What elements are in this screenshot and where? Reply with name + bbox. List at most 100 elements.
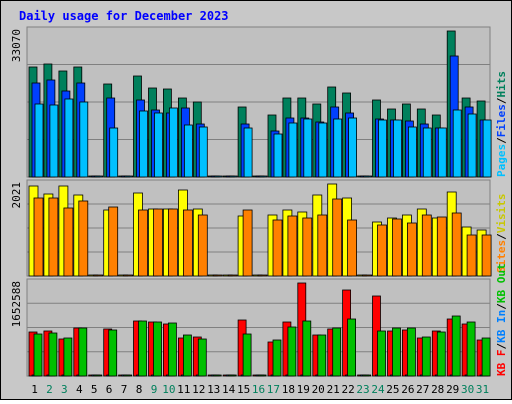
legend-bottom: KB F/KB In/KB Out	[495, 263, 508, 376]
legend-item-pages: Pages	[495, 144, 508, 177]
bar-kbout-day-19	[302, 320, 312, 377]
bar-kbout-day-31	[481, 337, 491, 377]
bar-kbout-day-23	[362, 374, 372, 377]
bar-sites-day-15	[242, 209, 253, 277]
bar-kbout-day-17	[272, 339, 282, 377]
day-label-31: 31	[476, 383, 489, 396]
day-label-12: 12	[192, 383, 205, 396]
chart-panels: 33070 2021 1652588	[10, 26, 492, 377]
bar-kbout-day-13	[212, 374, 222, 377]
bar-pages-day-18	[288, 122, 298, 178]
bar-pages-day-30	[467, 113, 477, 178]
y-axis-max-label: 1652588	[10, 281, 23, 327]
legend-item-kb-in: KB In	[495, 310, 508, 343]
chart-title: Daily usage for December 2023	[19, 9, 229, 23]
bar-pages-day-24	[378, 119, 387, 178]
bar-pages-day-5	[94, 175, 104, 178]
bar-sites-day-11	[182, 209, 193, 277]
legend-item-sites: Sites	[495, 240, 508, 273]
panel-kbf-kbin-kbout: 1652588	[10, 278, 491, 377]
bar-pages-day-10	[168, 107, 178, 178]
bar-sites-day-10	[167, 208, 178, 277]
bar-kbout-day-1	[33, 333, 43, 377]
bar-kbout-day-27	[421, 336, 431, 377]
day-label-8: 8	[136, 383, 143, 396]
bar-sites-day-8	[138, 209, 148, 277]
bar-sites-day-22	[347, 219, 358, 277]
day-label-1: 1	[31, 383, 38, 396]
bar-kbout-day-26	[406, 327, 416, 377]
bar-pages-day-31	[482, 119, 492, 178]
day-label-26: 26	[401, 383, 414, 396]
day-label-20: 20	[312, 383, 325, 396]
bar-pages-day-28	[437, 127, 447, 178]
day-label-25: 25	[386, 383, 399, 396]
y-axis-max-label: 33070	[10, 29, 23, 62]
day-label-16: 16	[252, 383, 265, 396]
bar-pages-day-21	[333, 118, 343, 178]
bar-kbout-day-16	[257, 374, 267, 377]
bar-sites-day-17	[272, 219, 283, 277]
bar-kbout-day-25	[392, 327, 401, 377]
bar-pages-day-22	[348, 117, 358, 178]
bar-pages-day-1	[34, 103, 44, 178]
bar-sites-day-14	[227, 274, 238, 277]
bar-pages-day-4	[79, 101, 89, 178]
bar-sites-day-1	[33, 197, 44, 277]
bar-kbout-day-22	[347, 318, 357, 377]
day-label-2: 2	[46, 383, 53, 396]
bar-kbout-day-9	[153, 321, 162, 377]
bar-sites-day-27	[421, 214, 432, 277]
legend-top: Pages/Files/Hits	[495, 71, 508, 177]
bar-sites-day-30	[466, 234, 477, 277]
bar-pages-day-12	[198, 126, 208, 178]
bar-sites-day-28	[436, 216, 447, 277]
bar-pages-day-3	[64, 98, 74, 178]
bar-pages-day-25	[393, 119, 402, 178]
day-label-15: 15	[237, 383, 250, 396]
legend-item-visits: Visits	[495, 194, 508, 234]
bar-sites-day-4	[78, 200, 89, 277]
bar-sites-day-18	[287, 215, 298, 277]
bar-pages-day-27	[422, 127, 432, 178]
legend-item-hits: Hits	[495, 71, 508, 98]
bar-pages-day-15	[243, 127, 253, 178]
legend-item-files: Files	[495, 104, 508, 137]
bar-kbout-day-5	[93, 374, 103, 377]
bar-sites-day-24	[377, 224, 387, 277]
bar-kbout-day-4	[78, 327, 88, 377]
bar-kbout-day-14	[227, 374, 237, 377]
bar-pages-day-23	[363, 175, 373, 178]
bar-sites-day-16	[257, 274, 268, 277]
legend-separator: /	[495, 303, 508, 310]
bar-sites-day-13	[212, 274, 223, 277]
legend-item-kb-f: KB F	[495, 350, 508, 377]
bar-pages-day-11	[183, 124, 193, 178]
bar-kbout-day-30	[466, 321, 476, 377]
day-label-14: 14	[222, 383, 236, 396]
bar-sites-day-2	[48, 197, 59, 277]
legend-separator: /	[495, 97, 508, 104]
day-label-19: 19	[297, 383, 310, 396]
bar-sites-day-25	[392, 218, 402, 277]
bar-pages-day-9	[154, 112, 163, 178]
panel-hits-files-pages: 33070	[10, 26, 492, 178]
bar-kbout-day-15	[242, 333, 252, 377]
day-label-7: 7	[121, 383, 128, 396]
bar-sites-day-20	[317, 214, 328, 277]
day-label-17: 17	[267, 383, 280, 396]
day-label-24: 24	[371, 383, 385, 396]
bar-sites-day-12	[197, 214, 208, 277]
bar-kbout-day-3	[63, 337, 73, 377]
day-label-5: 5	[91, 383, 98, 396]
bar-kbout-day-10	[167, 322, 177, 377]
bar-kbout-day-21	[332, 327, 342, 377]
bar-sites-day-21	[332, 198, 343, 277]
bar-pages-day-7	[124, 175, 133, 178]
bar-sites-day-3	[63, 207, 74, 277]
bar-pages-day-14	[228, 175, 238, 178]
bar-kbout-day-12	[197, 338, 207, 377]
